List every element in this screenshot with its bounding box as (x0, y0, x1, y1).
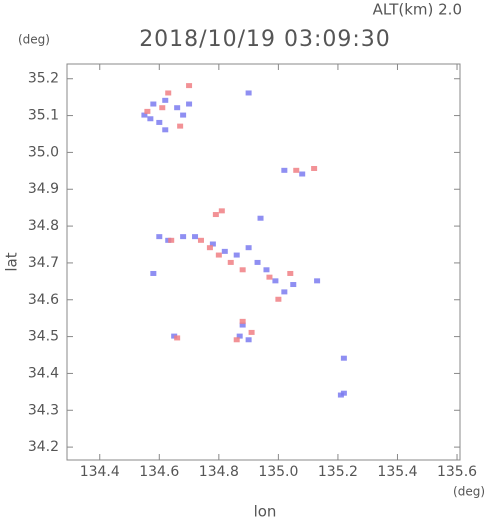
echo-point (236, 333, 243, 339)
echo-point (266, 274, 273, 280)
x-axis-label: lon (254, 503, 277, 521)
plot-frame (66, 63, 461, 461)
echo-point (206, 245, 213, 251)
altitude: ALT(km) 2.0 (373, 1, 462, 19)
echo-point (287, 270, 294, 276)
echo-point (180, 234, 187, 240)
y-axis-label: lat (3, 252, 21, 271)
y-unit: (deg) (18, 33, 50, 47)
echo-point (174, 105, 181, 111)
echo-point (197, 237, 204, 243)
echo-point (144, 108, 151, 114)
x-tick-label: 135.6 (437, 464, 477, 480)
y-tick-label: 34.2 (28, 439, 59, 455)
echo-point (281, 289, 288, 295)
echo-point (209, 241, 216, 247)
echo-point (218, 208, 225, 214)
echo-point (293, 167, 300, 173)
y-tick-label: 34.5 (28, 329, 59, 345)
y-tick-label: 34.6 (28, 292, 59, 308)
echo-point (186, 101, 193, 107)
echo-point (245, 90, 252, 96)
echo-point (227, 259, 234, 265)
echo-point (180, 112, 187, 118)
echo-point (165, 90, 172, 96)
echo-point (314, 278, 321, 284)
x-tick-label: 134.6 (139, 464, 179, 480)
echo-point (299, 171, 306, 177)
echo-point (233, 337, 240, 343)
echo-point (248, 329, 255, 335)
echo-point (245, 337, 252, 343)
echo-point (340, 355, 347, 361)
echo-point (186, 83, 193, 89)
echo-point (272, 278, 279, 284)
y-tick-label: 35.2 (28, 71, 59, 87)
echo-point (254, 259, 261, 265)
y-tick-label: 34.4 (28, 365, 59, 381)
echo-point (159, 105, 166, 111)
echo-point (263, 267, 270, 273)
y-tick-label: 34.7 (28, 255, 59, 271)
echo-point (281, 167, 288, 173)
echo-point (233, 252, 240, 258)
echo-point (290, 282, 297, 288)
echo-point (174, 335, 181, 341)
y-tick-label: 34.8 (28, 218, 59, 234)
echo-point (156, 119, 163, 125)
y-tick-label: 35.0 (28, 144, 59, 160)
echo-point (239, 267, 246, 273)
echo-point (311, 165, 318, 171)
x-unit: (deg) (453, 485, 485, 499)
echo-point (162, 127, 169, 133)
echo-point (212, 212, 219, 218)
echo-point (147, 116, 154, 122)
chart-title: 2018/10/19 03:09:30 (139, 27, 391, 52)
x-tick-label: 135.4 (377, 464, 417, 480)
y-tick-label: 34.9 (28, 181, 59, 197)
x-tick-label: 134.4 (80, 464, 120, 480)
x-tick-label: 134.8 (199, 464, 239, 480)
echo-point (257, 215, 264, 221)
echo-point (340, 390, 347, 396)
echo-point (156, 234, 163, 240)
echo-point (141, 112, 148, 118)
echo-point (162, 97, 169, 103)
echo-point (215, 252, 222, 258)
echo-point (177, 123, 184, 129)
x-tick-label: 135.0 (258, 464, 298, 480)
echo-point (192, 234, 199, 240)
echo-point (150, 270, 157, 276)
echo-point (168, 237, 175, 243)
y-tick-label: 35.1 (28, 108, 59, 124)
echo-point (221, 248, 228, 254)
echo-point (150, 101, 157, 107)
echo-point (245, 245, 252, 251)
echo-point (239, 322, 246, 328)
echo-point (275, 296, 282, 302)
x-tick-label: 135.2 (318, 464, 358, 480)
y-tick-label: 34.3 (28, 402, 59, 418)
echo-point (239, 318, 246, 324)
